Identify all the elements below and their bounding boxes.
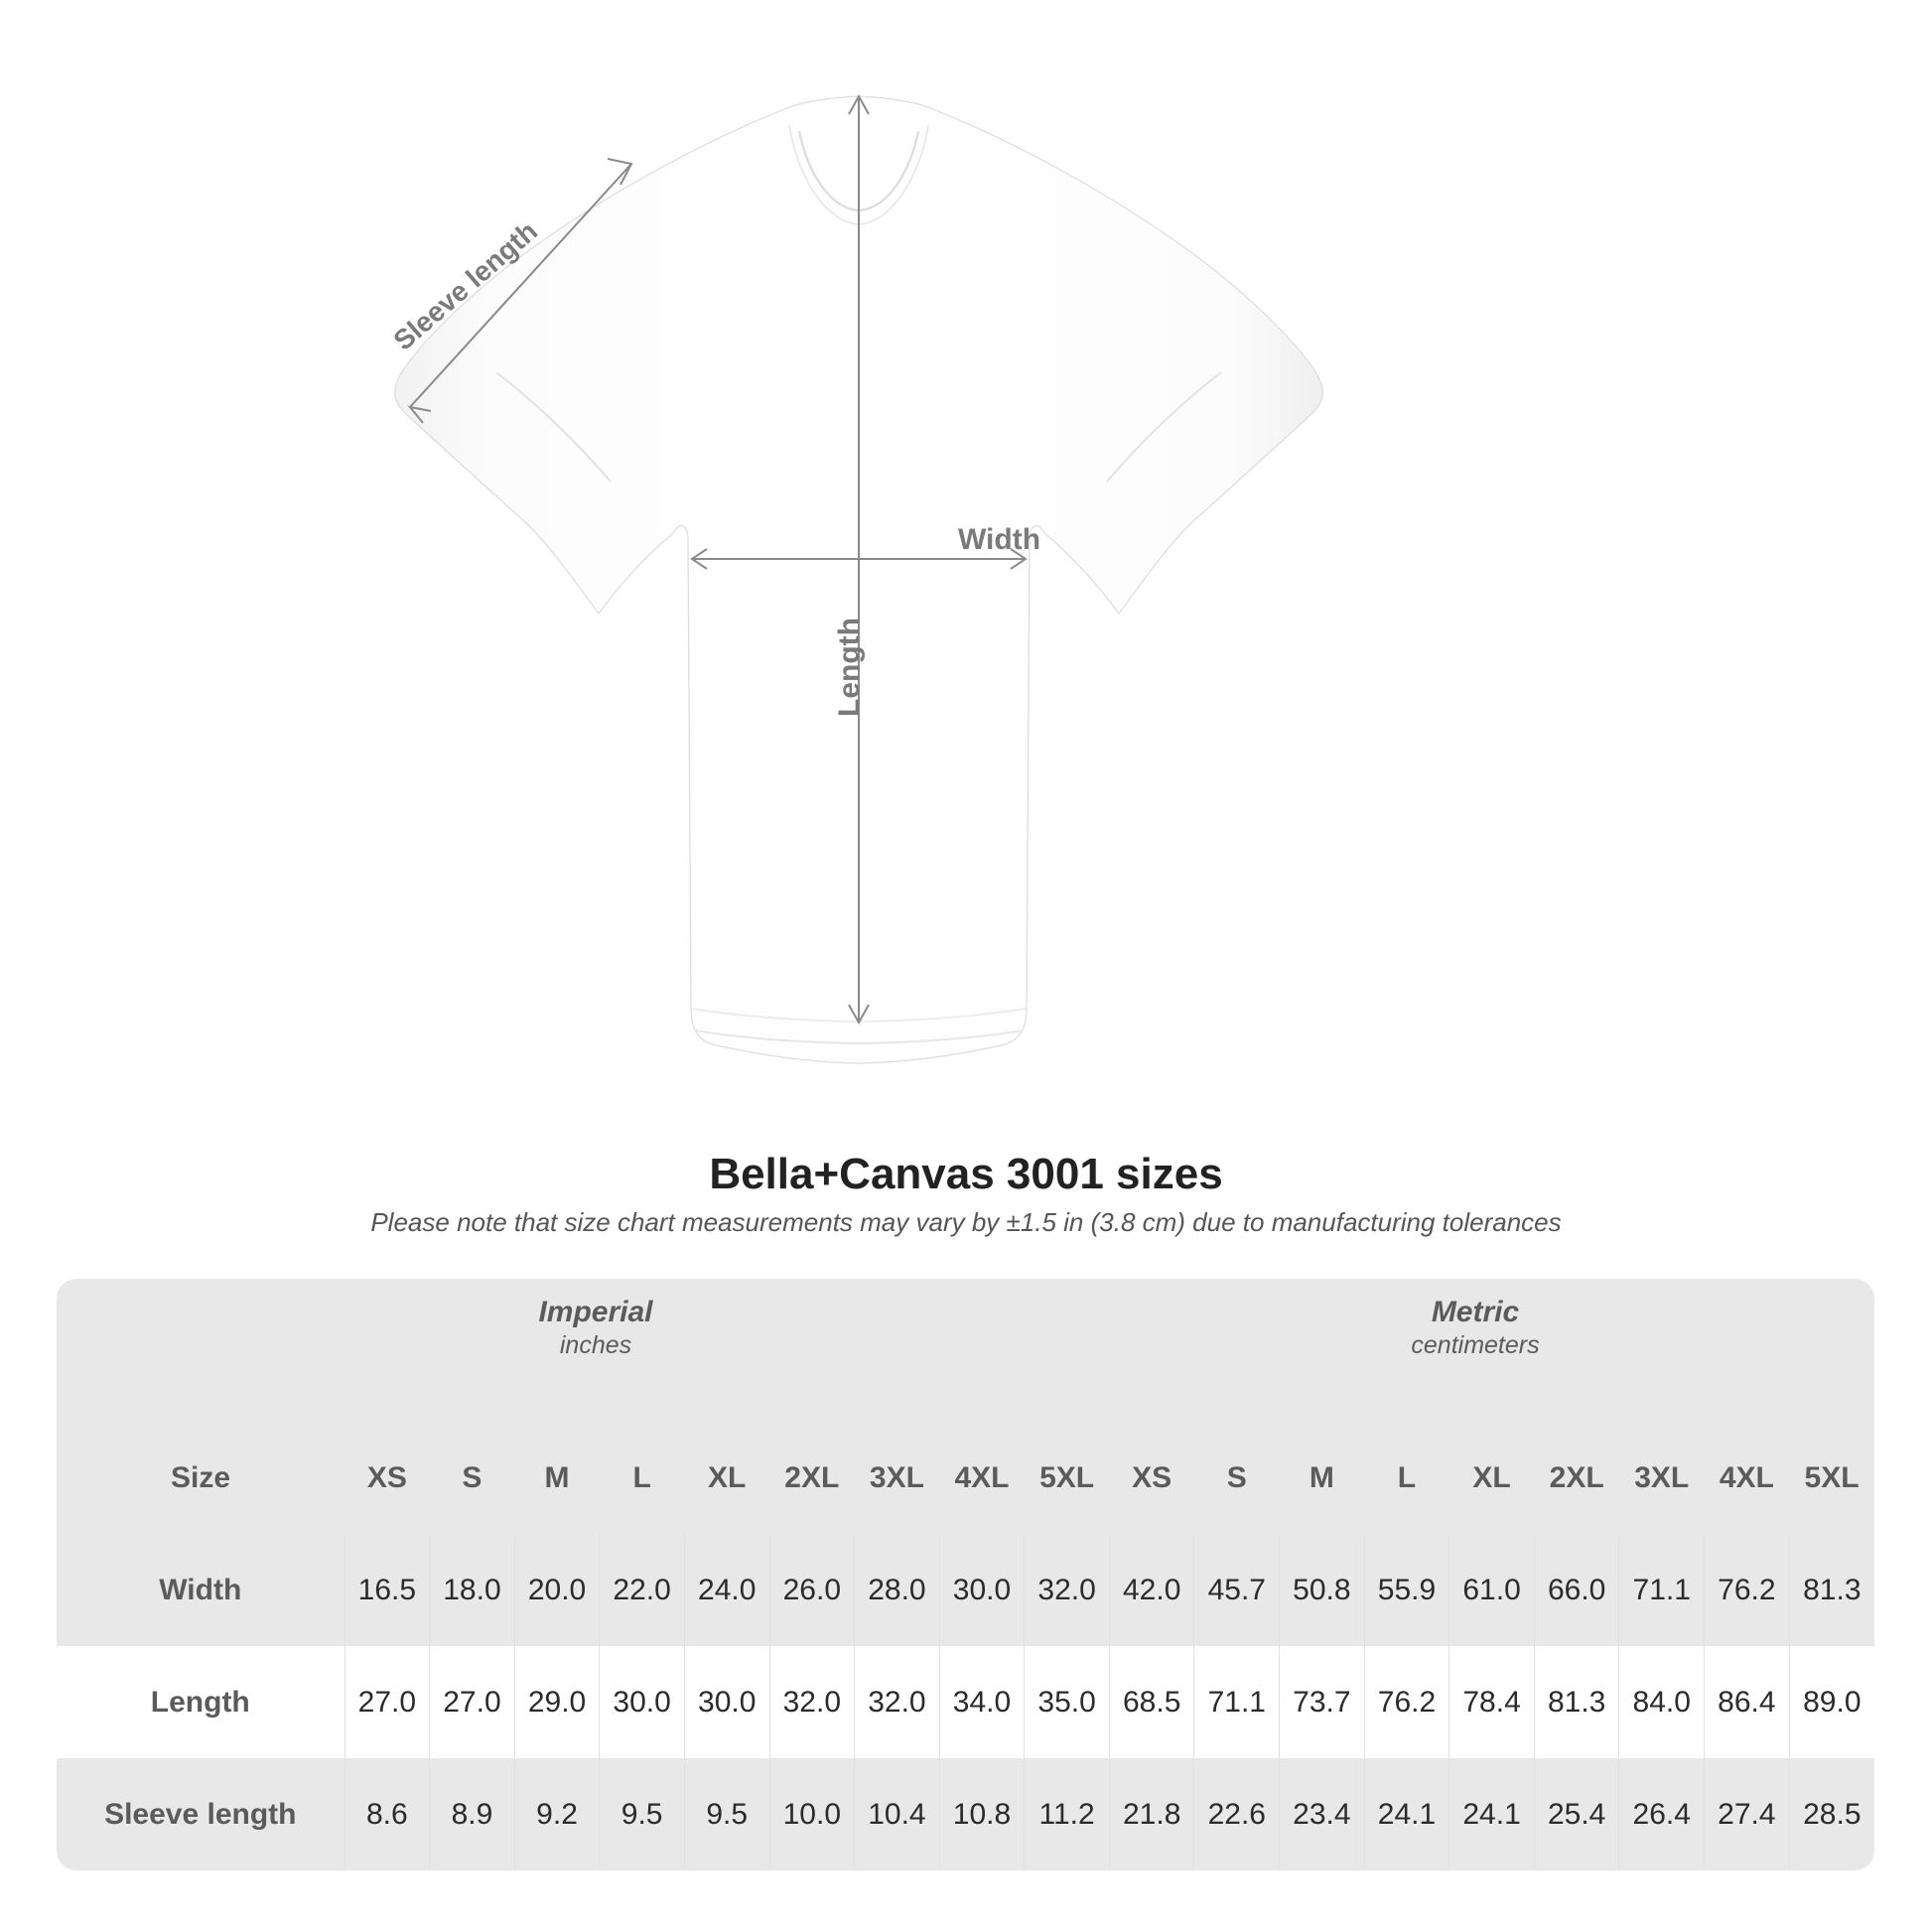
- svg-text:Width: Width: [958, 523, 1040, 556]
- svg-text:Length: Length: [833, 618, 866, 717]
